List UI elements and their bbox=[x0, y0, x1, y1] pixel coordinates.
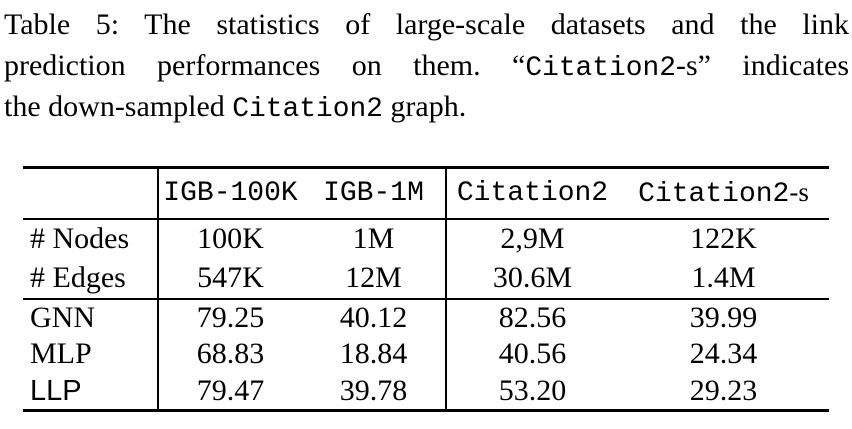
stats-table-container: IGB-100K IGB-1M Citation2 Citation2-s # … bbox=[23, 166, 829, 412]
cell-mlp-citation2: 40.56 bbox=[498, 337, 567, 370]
table-row-mlp: MLP 68.83 18.84 40.56 24.34 bbox=[23, 335, 829, 373]
col-header-igb-1m: IGB-1M bbox=[302, 167, 447, 219]
cell-nodes-igb-100k: 100K bbox=[197, 222, 264, 255]
col-header-citation2-s-mono: Citation2 bbox=[638, 178, 790, 210]
row-label-llp: LLP bbox=[23, 372, 159, 411]
row-label-nodes: # Nodes bbox=[23, 218, 159, 259]
col-header-citation2-s-suffix: -s bbox=[789, 176, 809, 207]
cell-edges-igb-1m: 12M bbox=[302, 258, 447, 299]
cell-mlp-citation2-s: 24.34 bbox=[689, 337, 758, 370]
caption-text: the down-sampled bbox=[4, 90, 233, 123]
caption-line-2: prediction performances on them. “Citati… bbox=[4, 45, 849, 86]
col-header-citation2-s: Citation2-s bbox=[618, 168, 829, 219]
col-header-citation2: Citation2 bbox=[456, 177, 609, 209]
cell-gnn-igb-100k: 79.25 bbox=[196, 300, 265, 334]
caption-line-3: the down-sampled Citation2 graph. bbox=[4, 86, 849, 127]
row-label-edges: # Edges bbox=[23, 258, 159, 299]
cell-edges-citation2: 30.6M bbox=[492, 261, 573, 294]
table-caption: Table 5: The statistics of large-scale d… bbox=[4, 4, 849, 127]
caption-mono-citation2: Citation2 bbox=[232, 94, 383, 125]
caption-line-1: Table 5: The statistics of large-scale d… bbox=[4, 4, 849, 45]
caption-text: -s” indicates bbox=[675, 49, 850, 82]
cell-llp-igb-1m: 39.78 bbox=[302, 372, 447, 411]
caption-text: prediction performances on them. “ bbox=[4, 49, 526, 82]
row-label-gnn: GNN bbox=[23, 298, 159, 336]
cell-gnn-citation2-s: 39.99 bbox=[689, 300, 758, 334]
cell-gnn-igb-1m: 40.12 bbox=[302, 298, 447, 336]
row-label-mlp: MLP bbox=[23, 335, 159, 373]
cell-edges-igb-100k: 547K bbox=[197, 261, 264, 294]
cell-nodes-citation2: 2,9M bbox=[500, 222, 565, 255]
cell-gnn-citation2: 82.56 bbox=[498, 300, 567, 334]
cell-nodes-citation2-s: 122K bbox=[690, 222, 757, 255]
caption-text: Table 5: The statistics of large-scale d… bbox=[4, 8, 849, 41]
col-header-empty bbox=[23, 167, 159, 219]
cell-nodes-igb-1m: 1M bbox=[302, 218, 447, 259]
caption-text: graph. bbox=[382, 90, 467, 123]
caption-mono-citation2: Citation2 bbox=[525, 53, 676, 84]
stats-table: IGB-100K IGB-1M Citation2 Citation2-s # … bbox=[23, 166, 829, 412]
table-row-nodes: # Nodes 100K 1M 2,9M 122K bbox=[23, 218, 829, 259]
table-row-edges: # Edges 547K 12M 30.6M 1.4M bbox=[23, 258, 829, 299]
cell-mlp-igb-100k: 68.83 bbox=[196, 337, 265, 370]
cell-edges-citation2-s: 1.4M bbox=[691, 261, 756, 294]
table-row-llp: LLP 79.47 39.78 53.20 29.23 bbox=[23, 372, 829, 411]
cell-llp-igb-100k: 79.47 bbox=[196, 373, 265, 407]
cell-llp-citation2-s: 29.23 bbox=[689, 373, 758, 407]
col-header-igb-100k: IGB-100K bbox=[163, 177, 298, 209]
table-header-row: IGB-100K IGB-1M Citation2 Citation2-s bbox=[23, 167, 829, 219]
llp-label: LLP bbox=[30, 374, 82, 407]
table-row-gnn: GNN 79.25 40.12 82.56 39.99 bbox=[23, 298, 829, 336]
cell-mlp-igb-1m: 18.84 bbox=[302, 335, 447, 373]
cell-llp-citation2: 53.20 bbox=[498, 373, 567, 407]
